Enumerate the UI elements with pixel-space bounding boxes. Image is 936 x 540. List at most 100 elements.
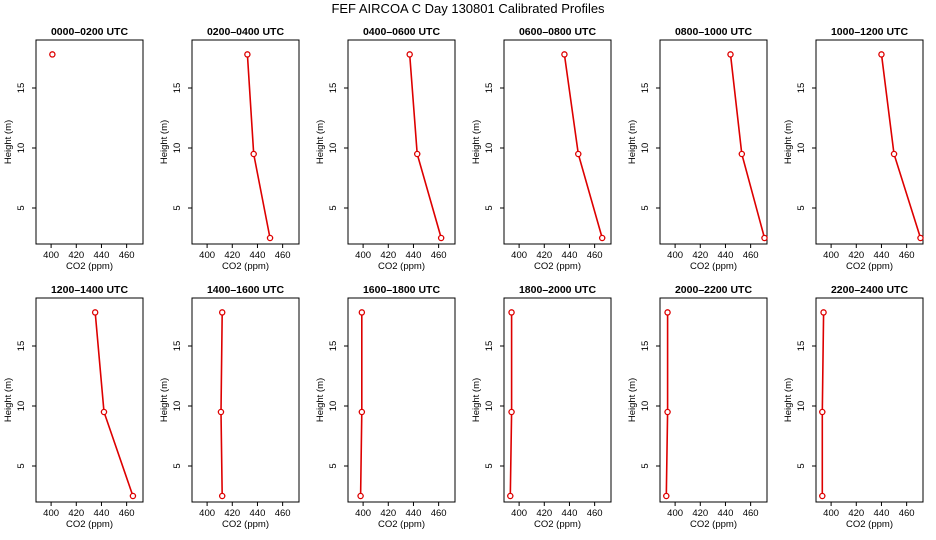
y-tick-label: 5	[328, 463, 339, 468]
data-point-marker	[819, 408, 826, 416]
y-tick-label: 5	[484, 205, 495, 210]
y-axis-label: Height (m)	[315, 120, 326, 164]
y-axis-label: Height (m)	[627, 120, 638, 164]
data-point-marker	[878, 51, 885, 58]
data-point-marker	[727, 51, 734, 58]
x-tick-label: 460	[431, 250, 447, 261]
chart-panel: 0600–0800 UTC 400 420 440 460 5 10 15 CO2 (ppm) H…	[471, 26, 612, 272]
y-tick-label: 5	[640, 463, 651, 468]
y-tick-label: 15	[796, 341, 807, 352]
panel-title: 0200–0400 UTC	[207, 26, 284, 38]
data-point-marker	[598, 234, 606, 242]
x-axis-label: CO2 (ppm)	[534, 519, 581, 530]
plot-frame	[503, 297, 612, 503]
y-tick-label: 15	[328, 341, 339, 352]
co2-profile-line	[509, 312, 513, 497]
data-point-marker	[218, 492, 226, 500]
plot-frame	[815, 39, 924, 245]
y-tick-label: 5	[484, 463, 495, 468]
chart-panel: 0800–1000 UTC 400 420 440 460 5 10 15 CO2 (ppm) H…	[627, 26, 768, 272]
x-tick-label: 460	[431, 508, 447, 519]
panel-title: 2000–2200 UTC	[675, 284, 752, 296]
co2-profile-line	[246, 54, 271, 239]
data-point-marker	[761, 234, 768, 242]
panel-title: 1400–1600 UTC	[207, 284, 284, 296]
y-tick-label: 10	[484, 401, 495, 412]
y-axis-label: Height (m)	[471, 120, 482, 164]
x-tick-label: 420	[536, 508, 552, 519]
x-tick-label: 460	[587, 508, 603, 519]
y-tick-label: 15	[484, 341, 495, 352]
y-axis-label: Height (m)	[315, 378, 326, 422]
data-point-marker	[508, 309, 515, 316]
y-axis-label: Height (m)	[159, 120, 170, 164]
data-point-marker	[244, 51, 251, 58]
x-tick-label: 460	[899, 508, 915, 519]
x-tick-label: 440	[718, 250, 734, 261]
y-tick-label: 15	[16, 341, 27, 352]
x-tick-label: 460	[119, 508, 135, 519]
x-tick-label: 460	[275, 250, 291, 261]
co2-profile-line	[408, 54, 442, 239]
data-point-marker	[819, 492, 826, 500]
x-tick-label: 420	[68, 508, 84, 519]
plot-frame	[191, 297, 300, 503]
x-tick-label: 420	[692, 508, 708, 519]
data-point-marker	[406, 51, 413, 58]
x-axis-label: CO2 (ppm)	[66, 519, 113, 530]
y-tick-label: 10	[328, 401, 339, 412]
chart-panel: 0400–0600 UTC 400 420 440 460 5 10 15 CO2 (ppm) H…	[315, 26, 456, 272]
y-tick-label: 15	[640, 341, 651, 352]
chart-panel: 1800–2000 UTC 400 420 440 460 5 10 15 CO2 (ppm) H…	[471, 284, 612, 530]
y-tick-label: 5	[16, 205, 27, 210]
y-tick-label: 5	[796, 205, 807, 210]
x-axis-label: CO2 (ppm)	[534, 261, 581, 272]
data-point-marker	[266, 234, 274, 242]
y-tick-label: 10	[484, 143, 495, 154]
data-point-marker	[738, 150, 746, 158]
data-point-marker	[437, 234, 445, 242]
x-axis-label: CO2 (ppm)	[846, 261, 893, 272]
y-tick-label: 15	[172, 341, 183, 352]
x-tick-label: 400	[667, 508, 683, 519]
co2-profile-line	[729, 54, 766, 239]
data-point-marker	[358, 309, 366, 316]
y-tick-label: 10	[172, 401, 183, 412]
x-tick-label: 400	[199, 250, 215, 261]
data-point-marker	[663, 492, 670, 500]
data-point-marker	[91, 309, 99, 316]
y-tick-label: 15	[328, 83, 339, 94]
x-tick-label: 440	[250, 508, 266, 519]
chart-panel: 0200–0400 UTC 400 420 440 460 5 10 15 CO2 (ppm) H…	[159, 26, 300, 272]
y-tick-label: 10	[640, 143, 651, 154]
y-tick-label: 10	[796, 143, 807, 154]
x-tick-label: 400	[823, 250, 839, 261]
y-tick-label: 10	[640, 401, 651, 412]
panel-title: 0400–0600 UTC	[363, 26, 440, 38]
co2-profile-line	[563, 54, 603, 239]
co2-profile-line	[359, 312, 363, 497]
y-axis-label: Height (m)	[471, 378, 482, 422]
data-point-marker	[100, 408, 108, 416]
y-axis-label: Height (m)	[3, 120, 14, 164]
plot-frame	[191, 39, 300, 245]
x-tick-label: 400	[667, 250, 683, 261]
x-axis-label: CO2 (ppm)	[690, 261, 737, 272]
y-tick-label: 15	[640, 83, 651, 94]
data-point-marker	[357, 492, 364, 500]
co2-profile-line	[821, 312, 825, 496]
x-tick-label: 420	[848, 508, 864, 519]
data-point-marker	[508, 408, 515, 416]
data-point-marker	[575, 150, 582, 158]
y-axis-label: Height (m)	[627, 378, 638, 422]
chart-panel: 1400–1600 UTC 400 420 440 460 5 10 15 CO2 (ppm) H…	[159, 284, 300, 530]
x-tick-label: 420	[536, 250, 552, 261]
y-tick-label: 10	[328, 143, 339, 154]
chart-panel: 2000–2200 UTC 400 420 440 460 5 10 15 CO2 (ppm) H…	[627, 284, 768, 530]
x-tick-label: 400	[355, 250, 371, 261]
data-point-marker	[358, 408, 366, 416]
x-tick-label: 440	[94, 508, 110, 519]
y-tick-label: 15	[16, 83, 27, 94]
chart-panel: 2200–2400 UTC 400 420 440 460 5 10 15 CO2 (ppm) H…	[783, 284, 924, 530]
